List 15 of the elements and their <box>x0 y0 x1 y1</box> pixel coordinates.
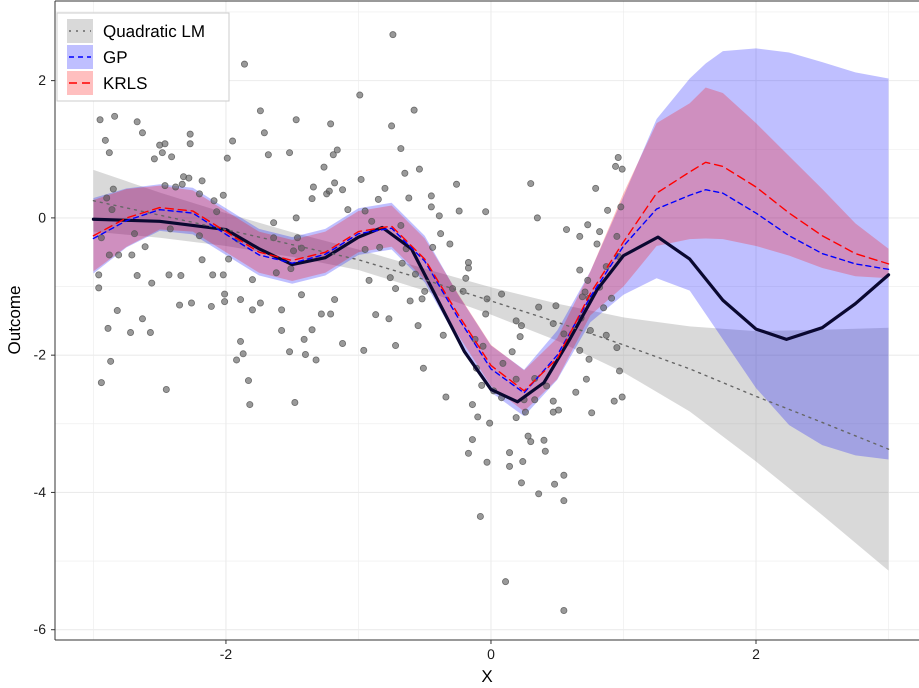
legend-label: KRLS <box>103 74 148 93</box>
line-series <box>92 218 890 404</box>
legend-label: Quadratic LM <box>103 22 206 41</box>
line-series <box>92 200 890 450</box>
y-tick-label: 2 <box>38 72 46 88</box>
x-tick-label: 0 <box>487 646 496 662</box>
y-tick-label: -6 <box>34 621 46 638</box>
legend-label: GP <box>103 48 128 67</box>
y-tick-label: -2 <box>34 346 46 363</box>
y-tick-label: 0 <box>38 209 46 226</box>
x-tick-label: 2 <box>752 646 760 662</box>
y-axis-title: Outcome <box>5 286 24 354</box>
x-axis-title: X <box>481 667 493 686</box>
y-tick-label: -4 <box>34 484 46 500</box>
x-tick-label: -2 <box>220 646 232 662</box>
